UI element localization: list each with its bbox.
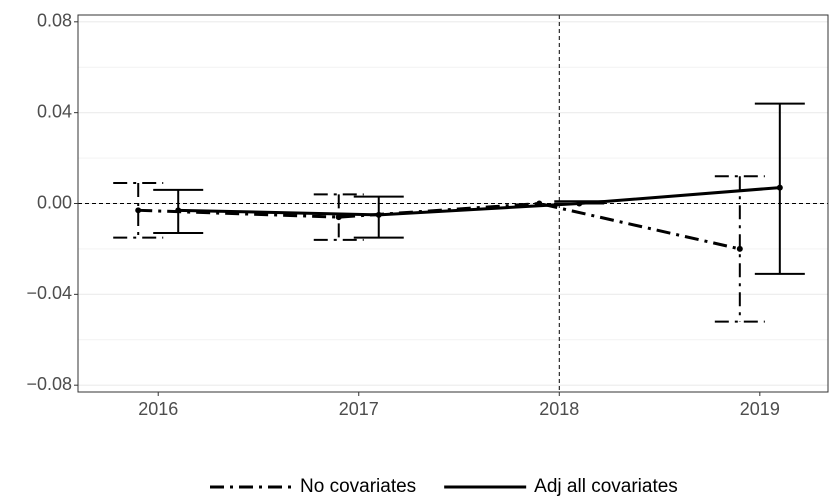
x-tick-label: 2016	[138, 399, 178, 419]
y-tick-label: −0.04	[26, 283, 72, 303]
legend-label: Adj all covariates	[534, 476, 678, 497]
point	[335, 214, 342, 221]
error-bar	[714, 175, 765, 323]
y-tick-label: 0.00	[37, 192, 72, 212]
legend-label: No covariates	[300, 476, 416, 497]
point	[375, 211, 382, 218]
x-tick-label: 2018	[539, 399, 579, 419]
y-tick-label: 0.08	[37, 11, 72, 31]
series-line	[178, 186, 780, 217]
y-tick-label: 0.04	[37, 101, 72, 121]
error-bar	[113, 182, 164, 239]
point	[776, 184, 783, 191]
point	[736, 245, 743, 252]
y-tick-label: −0.08	[26, 374, 72, 394]
point	[576, 200, 583, 207]
x-tick-label: 2019	[740, 399, 780, 419]
panel-border	[77, 14, 829, 393]
x-tick-label: 2017	[339, 399, 379, 419]
point	[135, 207, 142, 214]
point	[175, 207, 182, 214]
